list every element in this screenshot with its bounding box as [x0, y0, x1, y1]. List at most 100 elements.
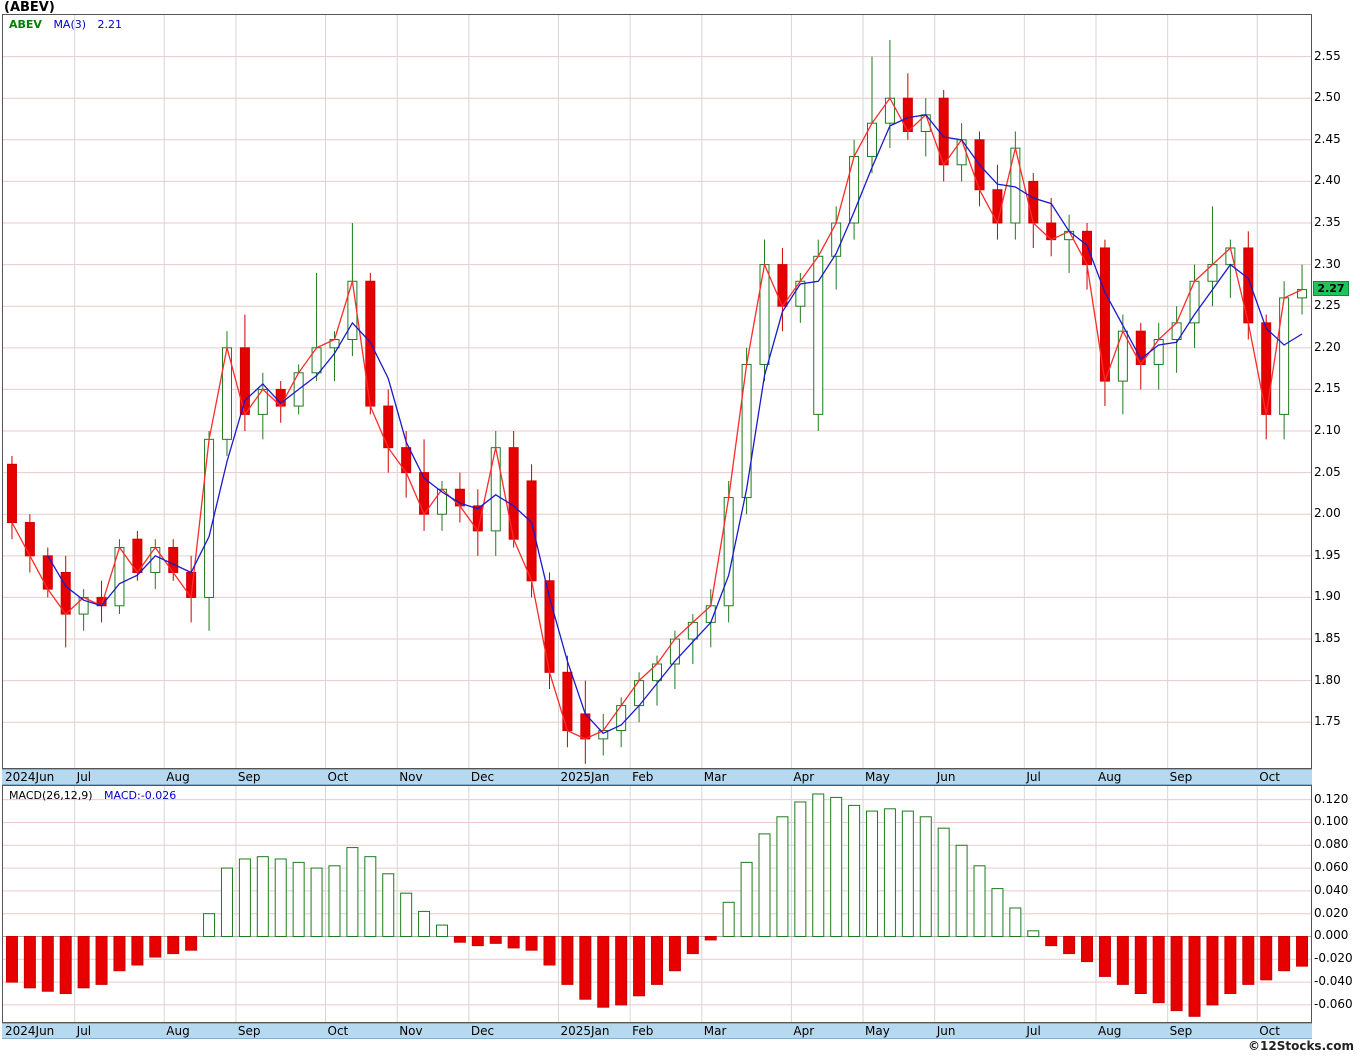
page-title: (ABEV)	[4, 0, 55, 15]
macd-bar	[95, 935, 108, 985]
month-label: Jul	[1026, 770, 1041, 784]
macd-bar	[722, 901, 735, 937]
month-label: Oct	[327, 1024, 349, 1038]
macd-axis: 0.120 0.100 0.080 0.060 0.040 0.020 0.000 -0.02…	[1314, 785, 1360, 1023]
macd-bar	[435, 924, 448, 937]
macd-bar	[77, 935, 90, 989]
macd-axis-tick: -0.020	[1314, 951, 1353, 966]
macd-bar	[453, 935, 466, 943]
month-label: Aug	[1097, 770, 1122, 784]
ma3-line	[47, 114, 1303, 735]
macd-bar	[1242, 935, 1255, 985]
month-label: Aug	[166, 770, 190, 784]
macd-axis-tick: 0.100	[1314, 814, 1349, 829]
macd-bar	[364, 856, 377, 937]
watermark: ©12Stocks.com	[1248, 1039, 1354, 1053]
macd-bar	[238, 858, 251, 937]
candle-body	[526, 480, 537, 582]
close-price-line	[11, 96, 1303, 740]
macd-bar	[292, 861, 305, 937]
price-axis-tick: 2.55	[1314, 48, 1341, 63]
macd-params-label: MACD(26,12,9)	[9, 789, 93, 802]
macd-bar	[919, 816, 932, 937]
price-axis-tick: 2.30	[1314, 256, 1341, 271]
price-axis-tick: 2.50	[1314, 90, 1341, 105]
month-label: Dec	[470, 770, 495, 784]
month-label: Mar	[703, 1024, 727, 1038]
macd-bar	[41, 935, 54, 992]
macd-value-label: MACD:-0.026	[104, 789, 177, 802]
candle-body	[1297, 289, 1308, 299]
macd-bar	[328, 865, 341, 937]
macd-axis-tick: -0.040	[1314, 974, 1353, 989]
macd-bar	[597, 935, 610, 1008]
price-legend: ABEV MA(3) 2.21	[9, 18, 130, 31]
macd-bar	[1188, 935, 1201, 1017]
price-axis-tick: 2.25	[1314, 298, 1341, 313]
macd-axis-tick: -0.060	[1314, 996, 1353, 1011]
price-axis-tick: 2.20	[1314, 339, 1341, 354]
month-label: Oct	[327, 770, 349, 784]
month-label: Sep	[1169, 770, 1193, 784]
price-axis-tick: 1.75	[1314, 714, 1341, 729]
price-month-axis: 2024Jun Jul Aug Sep Oct Nov Dec 2025Jan Feb Mar Ap…	[2, 769, 1312, 785]
month-label: Dec	[470, 1024, 495, 1038]
macd-bar	[220, 867, 233, 937]
price-axis-tick: 2.15	[1314, 381, 1341, 396]
macd-month-axis: 2024Jun Jul Aug Sep Oct Nov Dec 2025Jan Feb Mar Ap…	[2, 1023, 1312, 1039]
month-label: 2025Jan	[560, 770, 610, 784]
macd-bar	[812, 793, 825, 937]
macd-bar	[955, 844, 968, 937]
macd-bar	[203, 913, 216, 937]
month-label: 2024Jun	[5, 770, 55, 784]
month-label: Mar	[703, 770, 727, 784]
macd-legend: MACD(26,12,9) MACD:-0.026	[9, 789, 184, 802]
month-label: 2025Jan	[560, 1024, 610, 1038]
macd-bar	[1116, 935, 1129, 985]
macd-bar	[1278, 935, 1291, 972]
month-label: Sep	[1169, 1024, 1193, 1038]
month-label: May	[865, 770, 890, 784]
macd-bar	[794, 801, 807, 937]
macd-bar	[418, 910, 431, 937]
month-label: Jul	[1026, 1024, 1041, 1038]
macd-bar	[400, 892, 413, 937]
macd-bar	[1296, 935, 1309, 967]
month-label: Jun	[936, 770, 956, 784]
macd-axis-tick: 0.020	[1314, 905, 1349, 920]
price-axis-tick: 2.40	[1314, 173, 1341, 188]
macd-bar	[1045, 935, 1058, 947]
month-label: Oct	[1259, 1024, 1280, 1038]
price-chart-panel: ABEV MA(3) 2.21	[2, 14, 1312, 769]
macd-bar	[1098, 935, 1111, 977]
macd-bar	[633, 935, 646, 997]
month-label: Sep	[237, 770, 261, 784]
macd-bar	[901, 810, 914, 937]
macd-bar	[561, 935, 574, 985]
price-axis-tick: 2.05	[1314, 464, 1341, 479]
ma-value: 2.21	[97, 18, 123, 31]
price-axis-tick: 2.35	[1314, 215, 1341, 229]
macd-bar	[866, 810, 879, 937]
macd-bar	[382, 873, 395, 937]
macd-bar	[1063, 935, 1076, 955]
macd-bar	[704, 935, 717, 941]
macd-bar	[1170, 935, 1183, 1012]
price-axis-tick: 1.80	[1314, 672, 1341, 687]
month-label: Apr	[793, 770, 815, 784]
month-label: Nov	[399, 1024, 423, 1038]
month-label: Nov	[399, 770, 423, 784]
price-axis: 2.55 2.50 2.45 2.40 2.35 2.30 2.25 2.20 2.15 2.10…	[1314, 14, 1360, 769]
macd-axis-tick: 0.120	[1314, 791, 1349, 806]
macd-bar	[185, 935, 198, 951]
macd-bar	[830, 796, 843, 937]
last-price-badge: 2.27	[1313, 280, 1349, 296]
month-label: Aug	[166, 1024, 190, 1038]
macd-bar	[1206, 935, 1219, 1006]
macd-chart-svg	[3, 786, 1311, 1022]
candle-body	[813, 255, 824, 415]
macd-bar	[883, 808, 896, 937]
macd-bar	[848, 804, 861, 937]
macd-bar	[507, 935, 520, 949]
